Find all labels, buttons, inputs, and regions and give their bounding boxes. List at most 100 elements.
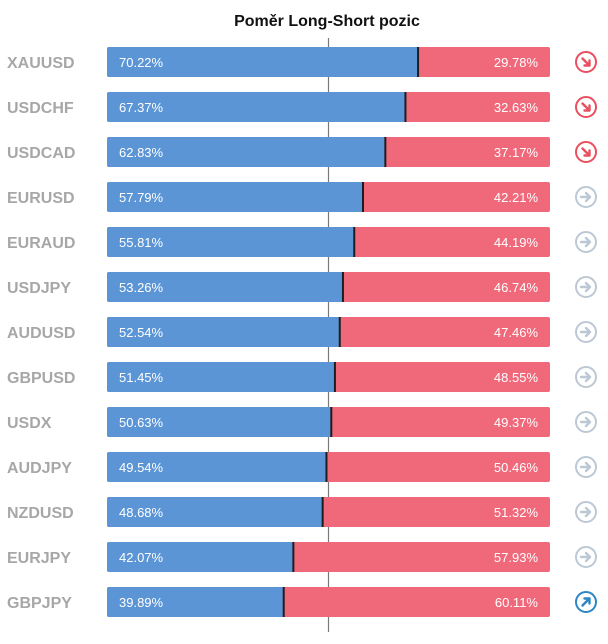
signal-arrow [579, 461, 592, 473]
long-bar [107, 47, 419, 77]
signal-ring [575, 141, 597, 163]
pair-row: EURAUD 55.81% 44.19% [7, 227, 597, 257]
signal-arrow [581, 597, 591, 607]
pair-symbol: GBPUSD [7, 370, 75, 387]
short-percent-label: 29.78% [494, 55, 539, 70]
long-bar [107, 317, 340, 347]
signal-neutral-icon[interactable] [575, 546, 597, 568]
pair-row: GBPUSD 51.45% 48.55% [7, 362, 597, 392]
pair-row: XAUUSD 70.22% 29.78% [7, 47, 597, 77]
signal-arrow [581, 102, 591, 112]
long-bar [107, 272, 343, 302]
long-percent-label: 51.45% [119, 370, 164, 385]
long-bar [107, 587, 284, 617]
signal-neutral-icon[interactable] [575, 366, 597, 388]
pair-row: AUDUSD 52.54% 47.46% [7, 317, 597, 347]
signal-ring [575, 96, 597, 118]
long-bar [107, 182, 364, 212]
signal-ring [575, 591, 597, 613]
signal-neutral-icon[interactable] [575, 231, 597, 253]
short-percent-label: 48.55% [494, 370, 539, 385]
signal-arrow [579, 551, 592, 563]
signal-ring [575, 276, 597, 298]
pair-row: USDX 50.63% 49.37% [7, 407, 597, 437]
signal-arrow [579, 506, 592, 518]
signal-arrow [581, 147, 591, 157]
pair-row: USDJPY 53.26% 46.74% [7, 272, 597, 302]
signal-arrow [579, 236, 592, 248]
signal-down-icon[interactable] [575, 141, 597, 163]
pair-row: GBPJPY 39.89% 60.11% [7, 587, 597, 617]
chart-title: Poměr Long-Short pozic [234, 13, 420, 30]
short-percent-label: 47.46% [494, 325, 539, 340]
long-bar [107, 542, 294, 572]
pair-symbol: AUDUSD [7, 325, 75, 342]
short-percent-label: 44.19% [494, 235, 539, 250]
signal-ring [575, 546, 597, 568]
long-bar [107, 137, 386, 167]
signal-neutral-icon[interactable] [575, 456, 597, 478]
signal-arrow [579, 281, 592, 293]
pair-row: NZDUSD 48.68% 51.32% [7, 497, 597, 527]
signal-down-icon[interactable] [575, 51, 597, 73]
signal-ring [575, 231, 597, 253]
short-percent-label: 32.63% [494, 100, 539, 115]
long-bar [107, 227, 355, 257]
pair-symbol: GBPJPY [7, 595, 72, 612]
pair-symbol: USDX [7, 415, 52, 432]
pair-symbol: USDCHF [7, 100, 74, 117]
short-percent-label: 49.37% [494, 415, 539, 430]
signal-ring [575, 411, 597, 433]
pair-symbol: EURAUD [7, 235, 75, 252]
pair-symbol: AUDJPY [7, 460, 72, 477]
pair-symbol: XAUUSD [7, 55, 75, 72]
pair-row: EURJPY 42.07% 57.93% [7, 542, 597, 572]
signal-neutral-icon[interactable] [575, 321, 597, 343]
long-percent-label: 49.54% [119, 460, 164, 475]
signal-ring [575, 186, 597, 208]
pair-symbol: EURUSD [7, 190, 75, 207]
long-percent-label: 42.07% [119, 550, 164, 565]
pair-symbol: EURJPY [7, 550, 71, 567]
long-percent-label: 52.54% [119, 325, 164, 340]
short-percent-label: 51.32% [494, 505, 539, 520]
long-bar [107, 452, 327, 482]
signal-arrow [581, 57, 591, 67]
signal-up-icon[interactable] [575, 591, 597, 613]
signal-arrow [579, 416, 592, 428]
long-bar [107, 497, 323, 527]
pair-row: USDCAD 62.83% 37.17% [7, 137, 597, 167]
signal-ring [575, 51, 597, 73]
pair-row: AUDJPY 49.54% 50.46% [7, 452, 597, 482]
signal-arrow [579, 326, 592, 338]
long-percent-label: 55.81% [119, 235, 164, 250]
signal-neutral-icon[interactable] [575, 276, 597, 298]
signal-ring [575, 456, 597, 478]
long-percent-label: 48.68% [119, 505, 164, 520]
signal-neutral-icon[interactable] [575, 501, 597, 523]
short-percent-label: 46.74% [494, 280, 539, 295]
long-bar [107, 362, 335, 392]
long-percent-label: 53.26% [119, 280, 164, 295]
signal-arrow [579, 371, 592, 383]
signal-down-icon[interactable] [575, 96, 597, 118]
signal-ring [575, 366, 597, 388]
short-percent-label: 57.93% [494, 550, 539, 565]
signal-neutral-icon[interactable] [575, 411, 597, 433]
long-percent-label: 57.79% [119, 190, 164, 205]
short-percent-label: 37.17% [494, 145, 539, 160]
short-percent-label: 60.11% [495, 595, 539, 610]
long-percent-label: 50.63% [119, 415, 164, 430]
long-bar [107, 92, 406, 122]
long-percent-label: 39.89% [119, 595, 164, 610]
long-percent-label: 62.83% [119, 145, 164, 160]
pair-symbol: NZDUSD [7, 505, 74, 522]
signal-neutral-icon[interactable] [575, 186, 597, 208]
pair-symbol: USDCAD [7, 145, 75, 162]
pair-symbol: USDJPY [7, 280, 71, 297]
long-percent-label: 70.22% [119, 55, 164, 70]
pair-row: USDCHF 67.37% 32.63% [7, 92, 597, 122]
pair-row: EURUSD 57.79% 42.21% [7, 182, 597, 212]
long-percent-label: 67.37% [119, 100, 164, 115]
